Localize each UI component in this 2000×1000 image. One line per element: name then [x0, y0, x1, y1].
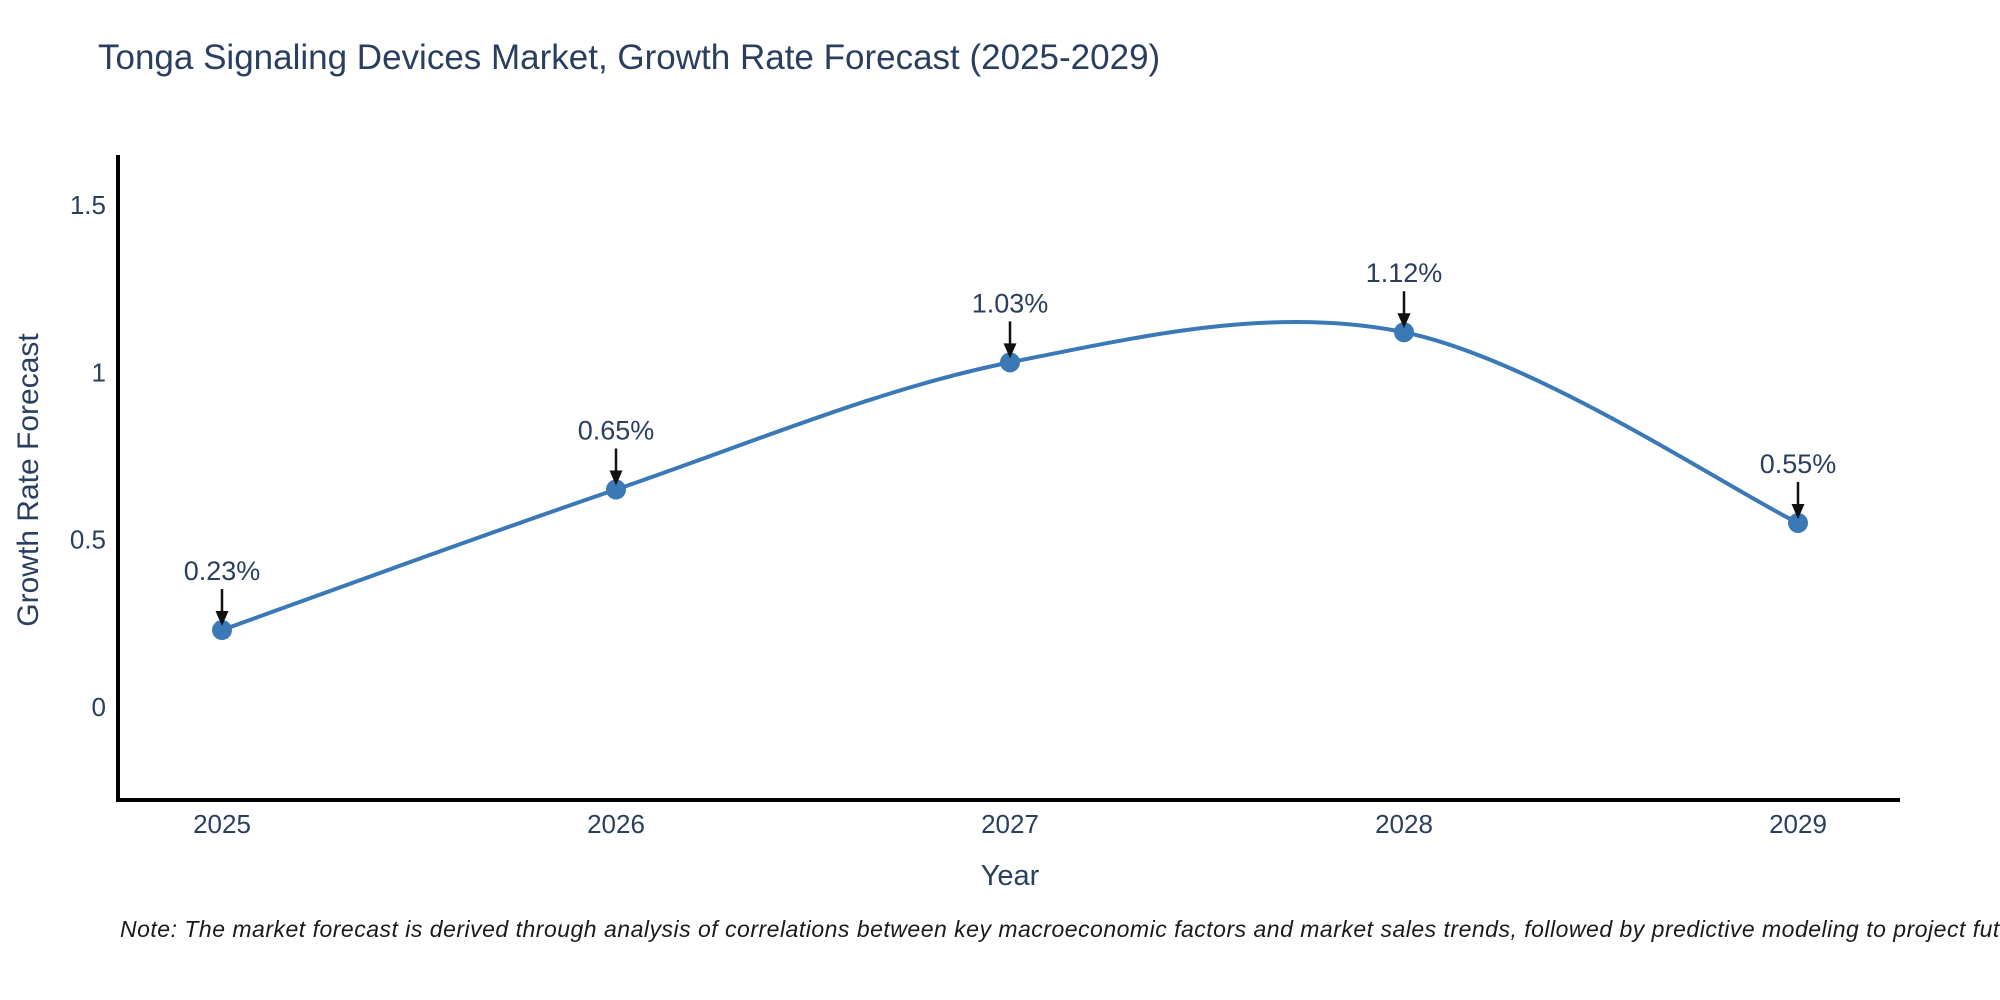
y-tick-label-1.5: 1.5 [70, 190, 106, 220]
annotation-arrowhead-icon [215, 611, 229, 627]
data-point-2025[interactable] [212, 620, 232, 641]
annotation-2029: 0.55% [1760, 449, 1837, 519]
x-tick-label-2026: 2026 [587, 809, 645, 839]
annotation-arrowhead-icon [1003, 343, 1017, 359]
annotation-label-2029: 0.55% [1760, 449, 1837, 479]
x-tick-label-2027: 2027 [981, 809, 1039, 839]
y-tick-label-1: 1 [92, 357, 106, 387]
annotation-arrowhead-icon [1791, 503, 1805, 519]
annotation-label-2026: 0.65% [578, 416, 655, 446]
annotation-arrowhead-icon [609, 470, 623, 486]
data-point-2029[interactable] [1788, 512, 1808, 533]
annotation-label-2028: 1.12% [1366, 258, 1443, 288]
annotation-arrowhead-icon [1397, 313, 1411, 329]
x-axis-title: Year [981, 860, 1040, 892]
annotation-2028: 1.12% [1366, 258, 1443, 329]
footnote: Note: The market forecast is derived thr… [120, 916, 2000, 942]
y-tick-label-0.5: 0.5 [70, 525, 106, 555]
data-point-2027[interactable] [1000, 352, 1020, 373]
annotation-2026: 0.65% [578, 416, 655, 486]
data-point-2026[interactable] [606, 479, 626, 500]
data-point-2028[interactable] [1394, 322, 1414, 343]
y-tick-labels: 0 0.5 1 1.5 [70, 190, 106, 722]
x-tick-label-2029: 2029 [1769, 809, 1827, 839]
annotation-label-2025: 0.23% [184, 556, 261, 586]
x-tick-labels: 2025 2026 2027 2028 2029 [193, 809, 1827, 839]
chart-title: Tonga Signaling Devices Market, Growth R… [98, 38, 1161, 77]
point-annotations: 0.23% 0.65% 1.03% 1.12% 0.55% [184, 258, 1837, 627]
series-markers [212, 322, 1808, 641]
annotation-2025: 0.23% [184, 556, 261, 627]
y-axis-title: Growth Rate Forecast [12, 333, 45, 627]
y-tick-label-0: 0 [92, 692, 106, 722]
x-tick-label-2028: 2028 [1375, 809, 1433, 839]
x-tick-label-2025: 2025 [193, 809, 251, 839]
annotation-label-2027: 1.03% [972, 288, 1049, 318]
annotation-2027: 1.03% [972, 288, 1049, 359]
